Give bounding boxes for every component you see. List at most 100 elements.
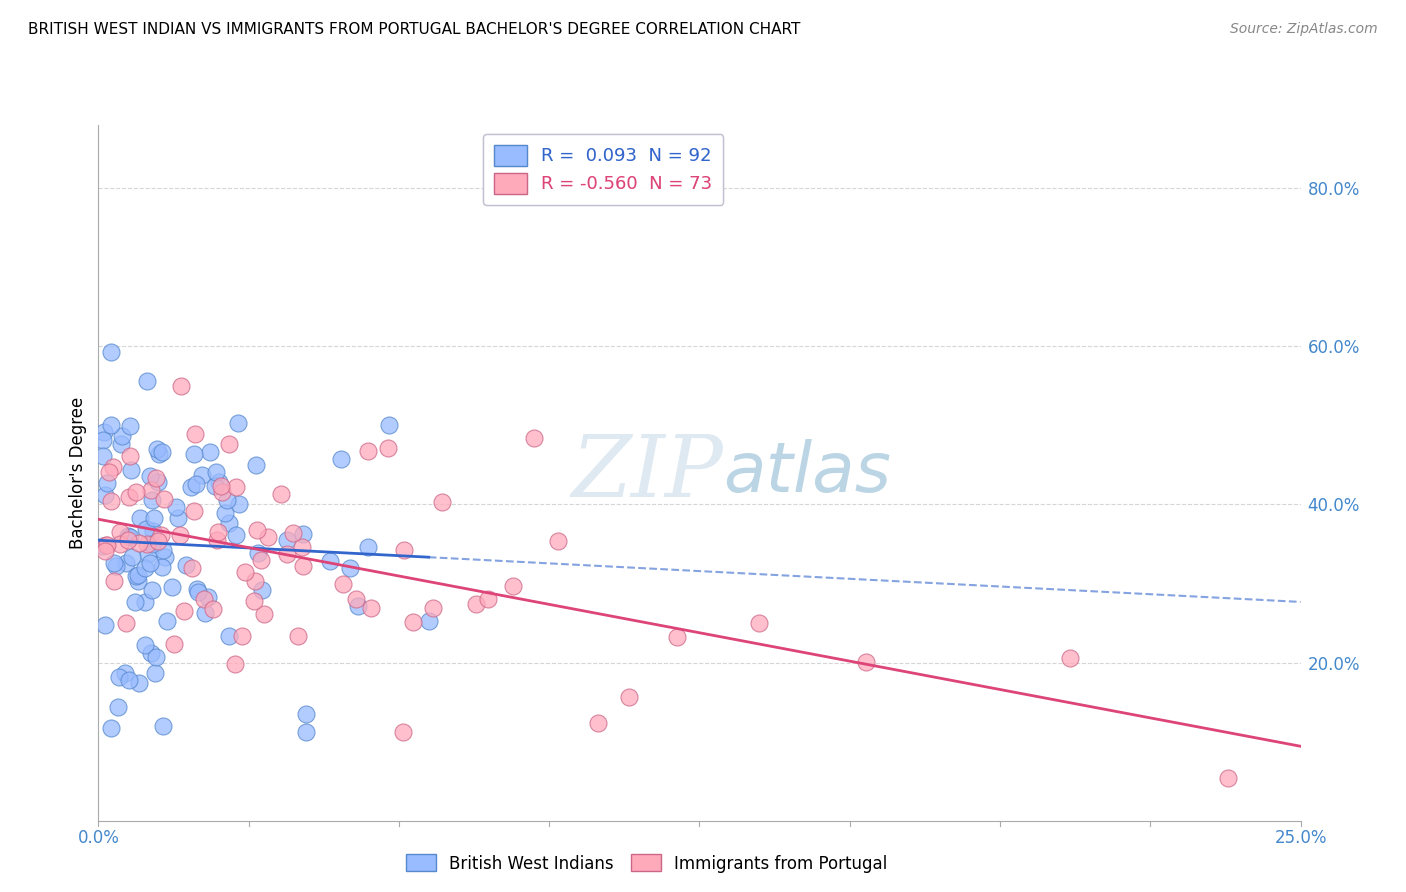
Point xyxy=(107,700,129,714)
Point xyxy=(207,524,229,539)
Point xyxy=(231,629,253,643)
Point xyxy=(142,524,165,539)
Point xyxy=(276,547,298,561)
Point xyxy=(242,594,264,608)
Point xyxy=(118,450,141,464)
Point xyxy=(224,657,246,672)
Text: 25.0%: 25.0% xyxy=(1274,829,1327,847)
Point xyxy=(100,418,122,433)
Point xyxy=(201,602,224,616)
Point xyxy=(98,466,121,480)
Point xyxy=(138,547,160,561)
Point xyxy=(114,616,136,631)
Point xyxy=(96,538,118,552)
Point xyxy=(250,582,273,597)
Point xyxy=(139,469,162,483)
Point xyxy=(855,655,877,669)
Point xyxy=(124,595,146,609)
Point xyxy=(291,540,314,554)
Point xyxy=(502,579,524,593)
Point xyxy=(94,488,117,502)
Point xyxy=(111,429,134,443)
Point xyxy=(117,529,139,543)
Point xyxy=(100,494,122,508)
Point xyxy=(233,565,256,579)
Point xyxy=(103,459,125,474)
Point xyxy=(91,539,114,553)
Point xyxy=(243,574,266,589)
Point xyxy=(295,725,318,739)
Point xyxy=(125,569,148,583)
Point xyxy=(204,466,226,480)
Point xyxy=(217,493,239,508)
Point xyxy=(115,556,138,570)
Point xyxy=(246,546,269,560)
Text: 0.0%: 0.0% xyxy=(77,829,120,847)
Point xyxy=(218,437,240,451)
Point xyxy=(418,614,440,628)
Point xyxy=(93,425,115,440)
Y-axis label: Bachelor's Degree: Bachelor's Degree xyxy=(69,397,87,549)
Point xyxy=(135,522,157,536)
Point xyxy=(319,554,342,568)
Point xyxy=(152,542,174,557)
Point xyxy=(204,479,226,493)
Point xyxy=(339,561,361,575)
Point xyxy=(110,437,132,451)
Point xyxy=(276,533,298,548)
Point xyxy=(392,543,415,558)
Point xyxy=(190,467,212,482)
Point xyxy=(270,487,292,501)
Point xyxy=(148,475,170,489)
Point xyxy=(160,580,183,594)
Point xyxy=(134,595,156,609)
Point xyxy=(96,538,118,552)
Point xyxy=(432,495,454,509)
Point xyxy=(180,480,202,494)
Point xyxy=(135,374,157,388)
Point xyxy=(91,449,114,463)
Point xyxy=(205,533,228,548)
Point xyxy=(108,670,131,684)
Point xyxy=(209,479,232,493)
Point xyxy=(465,598,488,612)
Point xyxy=(118,673,141,687)
Point xyxy=(245,458,267,473)
Point xyxy=(120,418,142,433)
Point xyxy=(477,591,499,606)
Point xyxy=(139,483,162,497)
Point xyxy=(523,431,546,445)
Point xyxy=(211,485,233,500)
Point xyxy=(329,451,352,466)
Point xyxy=(127,574,149,588)
Point xyxy=(226,416,249,430)
Point xyxy=(166,511,188,525)
Point xyxy=(155,550,177,565)
Point xyxy=(174,558,197,572)
Point xyxy=(184,476,207,491)
Point xyxy=(120,530,142,544)
Point xyxy=(183,447,205,461)
Point xyxy=(120,462,142,476)
Text: Source: ZipAtlas.com: Source: ZipAtlas.com xyxy=(1230,22,1378,37)
Point xyxy=(347,599,370,613)
Point xyxy=(134,638,156,652)
Point xyxy=(186,582,208,596)
Point xyxy=(357,540,380,554)
Legend: British West Indians, Immigrants from Portugal: British West Indians, Immigrants from Po… xyxy=(399,847,894,880)
Point xyxy=(173,604,195,618)
Point xyxy=(148,447,170,461)
Point xyxy=(128,536,150,550)
Point xyxy=(128,676,150,690)
Point xyxy=(104,558,127,573)
Point xyxy=(163,637,186,651)
Point xyxy=(149,528,172,542)
Point xyxy=(547,533,569,548)
Point xyxy=(152,719,174,733)
Point xyxy=(253,607,276,621)
Point xyxy=(150,445,173,459)
Point xyxy=(141,493,163,508)
Point xyxy=(96,475,118,490)
Point xyxy=(94,544,117,558)
Point xyxy=(346,592,368,607)
